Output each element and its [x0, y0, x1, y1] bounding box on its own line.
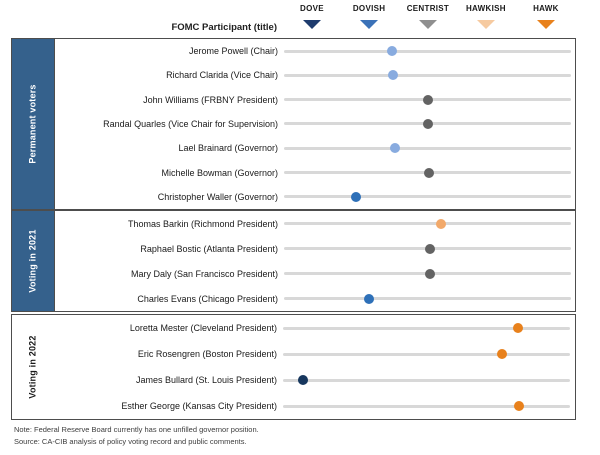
- participant-column-header: FOMC Participant (title): [171, 22, 277, 33]
- stance-dot: [423, 94, 434, 105]
- participant-row: John Williams (FRBNY President): [55, 94, 575, 105]
- participant-row: Esther George (Kansas City President): [54, 401, 575, 411]
- section-rows: Jerome Powell (Chair) Richard Clarida (Vi…: [55, 39, 575, 209]
- participant-name: John Williams (FRBNY President): [143, 94, 278, 105]
- section-label: Permanent voters: [28, 84, 39, 164]
- stance-dot: [425, 243, 436, 254]
- section-rows: Loretta Mester (Cleveland President) Eric…: [54, 315, 575, 419]
- centrist-triangle-icon: [418, 20, 437, 29]
- participant-name: Lael Brainard (Governor): [178, 143, 278, 154]
- stance-dot: [388, 70, 399, 81]
- stance-track: [283, 349, 570, 359]
- stance-dot: [390, 143, 401, 154]
- section-rows: Thomas Barkin (Richmond President) Raphae…: [55, 211, 575, 311]
- stance-track: [284, 167, 571, 178]
- dove-triangle-icon: [302, 20, 321, 29]
- stance-track: [284, 268, 571, 279]
- participant-row: Eric Rosengren (Boston President): [54, 349, 575, 359]
- legend-item-centrist: CENTRIST: [396, 4, 460, 29]
- participant-name: Raphael Bostic (Atlanta President): [140, 243, 278, 254]
- dovish-triangle-icon: [360, 20, 379, 29]
- participant-row: Mary Daly (San Francisco President): [55, 268, 575, 279]
- section-label: Voting in 2021: [28, 229, 38, 293]
- stance-dot: [423, 167, 434, 178]
- stance-track: [284, 191, 571, 202]
- participant-row: Jerome Powell (Chair): [55, 46, 575, 57]
- stance-dot: [363, 293, 374, 304]
- stance-track: [284, 94, 571, 105]
- stance-dot: [298, 375, 309, 385]
- participant-row: Richard Clarida (Vice Chair): [55, 70, 575, 81]
- section-sidebar: Permanent voters: [12, 39, 55, 209]
- legend-label: CENTRIST: [406, 4, 450, 13]
- participant-row: Loretta Mester (Cleveland President): [54, 323, 575, 333]
- stance-dot: [386, 46, 397, 57]
- participant-name: Charles Evans (Chicago President): [137, 293, 278, 304]
- stance-track: [283, 323, 570, 333]
- footer-notes: Note: Federal Reserve Board currently ha…: [14, 424, 259, 448]
- section-voting-in-2022: Voting in 2022 Loretta Mester (Cleveland …: [11, 314, 576, 420]
- stance-track: [283, 401, 570, 411]
- stance-track: [283, 375, 570, 385]
- legend-item-hawkish: HAWKISH: [454, 4, 518, 29]
- footer-source: Source: CA-CIB analysis of policy voting…: [14, 437, 247, 446]
- stance-dot: [423, 118, 434, 129]
- legend-label: DOVISH: [352, 4, 386, 13]
- participant-row: Raphael Bostic (Atlanta President): [55, 243, 575, 254]
- stance-track: [284, 118, 571, 129]
- stance-track: [284, 46, 571, 57]
- stance-dot: [425, 268, 436, 279]
- participant-name: Jerome Powell (Chair): [188, 46, 278, 57]
- participant-name: Thomas Barkin (Richmond President): [127, 218, 278, 229]
- participant-name: Esther George (Kansas City President): [121, 401, 277, 411]
- stance-track: [284, 293, 571, 304]
- participant-name: Mary Daly (San Francisco President): [130, 268, 278, 279]
- participant-row: Lael Brainard (Governor): [55, 143, 575, 154]
- participant-name: Michelle Bowman (Governor): [161, 167, 278, 178]
- hawk-triangle-icon: [536, 20, 555, 29]
- participant-name: Richard Clarida (Vice Chair): [166, 70, 278, 81]
- participant-row: Christopher Waller (Governor): [55, 191, 575, 202]
- participant-name: James Bullard (St. Louis President): [135, 375, 277, 385]
- legend-label: HAWKISH: [465, 4, 506, 13]
- stance-track: [284, 70, 571, 81]
- participant-name: Christopher Waller (Governor): [157, 191, 278, 202]
- stance-dot: [513, 323, 524, 333]
- legend-label: HAWK: [533, 4, 559, 13]
- participant-name: Randal Quarles (Vice Chair for Supervisi…: [103, 118, 278, 129]
- section-sidebar: Voting in 2022: [12, 315, 54, 419]
- section-label: Voting in 2022: [28, 335, 38, 399]
- participant-row: Charles Evans (Chicago President): [55, 293, 575, 304]
- legend-item-hawk: HAWK: [514, 4, 578, 29]
- participant-row: James Bullard (St. Louis President): [54, 375, 575, 385]
- legend-item-dovish: DOVISH: [337, 4, 401, 29]
- legend-item-dove: DOVE: [280, 4, 344, 29]
- stance-track: [284, 218, 571, 229]
- participant-name: Eric Rosengren (Boston President): [137, 349, 277, 359]
- participant-row: Michelle Bowman (Governor): [55, 167, 575, 178]
- stance-dot: [513, 401, 524, 411]
- participant-name: Loretta Mester (Cleveland President): [129, 323, 277, 333]
- hawkish-triangle-icon: [476, 20, 495, 29]
- legend-label: DOVE: [300, 4, 324, 13]
- stance-track: [284, 143, 571, 154]
- participant-row: Randal Quarles (Vice Chair for Supervisi…: [55, 118, 575, 129]
- participant-row: Thomas Barkin (Richmond President): [55, 218, 575, 229]
- stance-track: [284, 243, 571, 254]
- stance-dot: [496, 349, 507, 359]
- stance-dot: [351, 191, 362, 202]
- section-voting-in-2021: Voting in 2021 Thomas Barkin (Richmond Pr…: [11, 210, 576, 312]
- section-sidebar: Voting in 2021: [12, 211, 55, 311]
- footer-note: Note: Federal Reserve Board currently ha…: [14, 425, 259, 434]
- stance-dot: [435, 218, 446, 229]
- section-permanent-voters: Permanent voters Jerome Powell (Chair) Ric…: [11, 38, 576, 210]
